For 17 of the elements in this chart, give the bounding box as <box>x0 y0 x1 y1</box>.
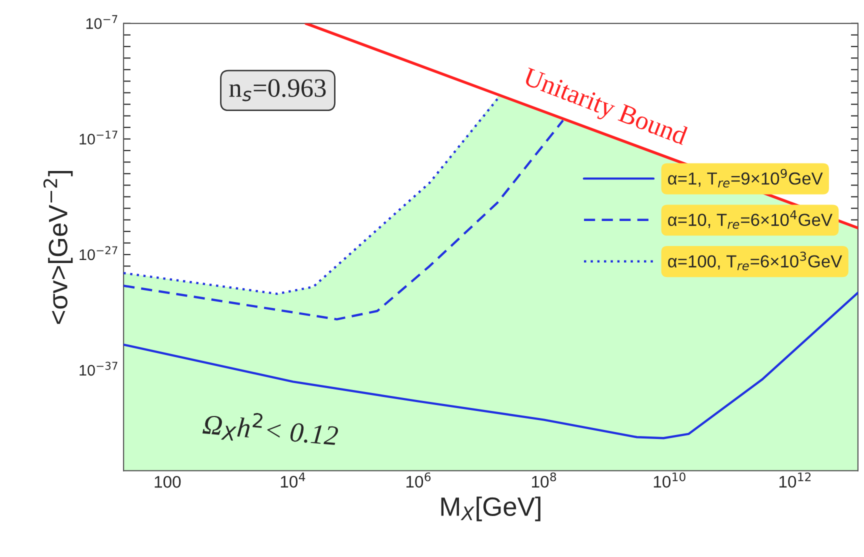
legend-label: α=10, T$_{re}$=6×10$^{4}$GeV <box>668 210 832 229</box>
x-tick-label: 10$^{8}$ <box>532 472 556 488</box>
y-tick-label: 10$^{−37}$ <box>80 362 118 376</box>
y-axis-title: <σv>[GeV$^{−2}$] <box>43 171 73 324</box>
y-tick-label: 10$^{−27}$ <box>80 246 118 260</box>
legend-label: α=1, T$_{re}$=9×10$^{9}$GeV <box>668 168 823 188</box>
x-axis-title: M$_{X}$[GeV] <box>441 496 540 522</box>
annotation: Ω$_{X}$h$^{2}$< 0.12 <box>202 408 339 450</box>
legend-label: α=100, T$_{re}$=6×10$^{3}$GeV <box>668 252 842 270</box>
x-tick-label: 100 <box>154 476 181 488</box>
x-tick-label: 10$^{6}$ <box>406 472 431 488</box>
y-tick-label: 10$^{−7}$ <box>86 15 118 29</box>
x-tick-label: 10$^{10}$ <box>654 472 686 488</box>
x-tick-label: 10$^{12}$ <box>779 472 811 488</box>
y-tick-label: 10$^{−17}$ <box>80 130 118 145</box>
x-tick-label: 10$^{4}$ <box>280 472 306 488</box>
annotation: n$_{s}$=0.963 <box>229 79 326 102</box>
